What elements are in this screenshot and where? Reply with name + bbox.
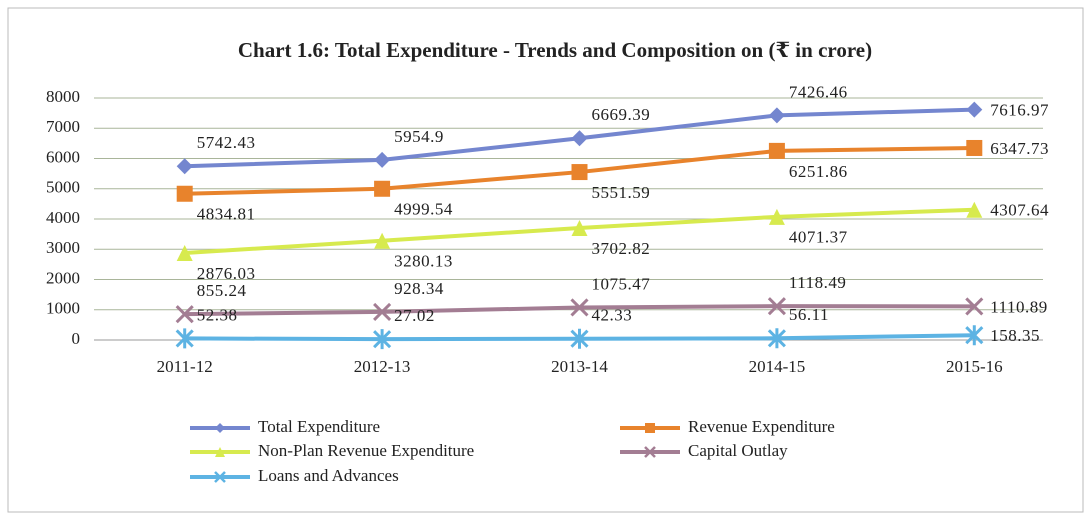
y-tick-label: 8000	[46, 87, 80, 106]
data-label: 1110.89	[990, 297, 1048, 316]
y-tick-label: 0	[72, 329, 81, 348]
marker	[175, 305, 194, 324]
marker	[374, 151, 391, 168]
y-tick-label: 4000	[46, 208, 80, 227]
legend-marker	[644, 446, 656, 458]
frame	[7, 7, 1084, 513]
data-label: 5954.9	[394, 127, 444, 146]
legend-label: Non-Plan Revenue Expenditure	[258, 441, 474, 460]
data-label: 1118.49	[789, 273, 847, 292]
data-label: 928.34	[394, 279, 444, 298]
data-label: 5551.59	[592, 183, 651, 202]
data-label: 6251.86	[789, 162, 848, 181]
y-tick-label: 3000	[46, 238, 80, 257]
legend-item: Non-Plan Revenue Expenditure	[190, 441, 474, 460]
marker	[373, 302, 392, 321]
data-label: 855.24	[197, 281, 247, 300]
data-label: 4834.81	[197, 205, 256, 224]
x-tick-label: 2012-13	[354, 357, 411, 376]
x-tick-label: 2015-16	[946, 357, 1003, 376]
legend-label: Revenue Expenditure	[688, 417, 835, 436]
x-tick-label: 2011-12	[157, 357, 213, 376]
marker	[571, 164, 588, 181]
data-label: 2876.03	[197, 264, 256, 283]
marker	[570, 328, 589, 349]
legend-label: Total Expenditure	[258, 417, 380, 436]
marker	[965, 297, 984, 316]
marker	[768, 107, 785, 124]
y-tick-label: 7000	[46, 117, 80, 136]
data-label: 3280.13	[394, 252, 453, 271]
data-label: 7616.97	[990, 100, 1049, 119]
data-label: 7426.46	[789, 82, 848, 101]
legend-item: Capital Outlay	[620, 441, 788, 460]
marker	[767, 328, 786, 349]
marker	[768, 142, 785, 159]
data-label: 4307.64	[990, 201, 1049, 220]
legend-label: Capital Outlay	[688, 441, 788, 460]
data-label: 6669.39	[592, 105, 651, 124]
marker	[176, 245, 193, 262]
data-label: 6347.73	[990, 139, 1049, 158]
y-tick-label: 2000	[46, 268, 80, 287]
data-label: 56.11	[789, 305, 829, 324]
data-label: 5742.43	[197, 133, 256, 152]
y-tick-label: 6000	[46, 147, 80, 166]
data-label: 158.35	[990, 326, 1040, 345]
y-tick-label: 5000	[46, 178, 80, 197]
marker	[966, 101, 983, 118]
marker	[570, 298, 589, 317]
marker	[374, 232, 391, 249]
legend-item: Total Expenditure	[190, 417, 380, 436]
legend-marker	[645, 423, 655, 433]
marker	[373, 329, 392, 350]
legend-label: Loans and Advances	[258, 466, 399, 485]
x-tick-label: 2014-15	[749, 357, 806, 376]
legend-item: Revenue Expenditure	[620, 417, 835, 436]
data-label: 3702.82	[592, 239, 651, 258]
data-label: 42.33	[592, 306, 633, 325]
legend-marker	[214, 471, 226, 483]
data-label: 52.38	[197, 305, 238, 324]
marker	[176, 158, 193, 175]
marker	[571, 219, 588, 236]
data-label: 1075.47	[592, 274, 651, 293]
marker	[767, 297, 786, 316]
marker	[571, 130, 588, 147]
marker	[966, 201, 983, 218]
x-tick-label: 2013-14	[551, 357, 608, 376]
legend-item: Loans and Advances	[190, 466, 399, 485]
legend-marker	[215, 447, 225, 457]
legend-marker	[215, 423, 225, 433]
marker	[768, 208, 785, 225]
marker	[374, 180, 391, 197]
marker	[175, 328, 194, 349]
data-label: 27.02	[394, 306, 435, 325]
marker	[965, 325, 984, 346]
data-label: 4999.54	[394, 200, 453, 219]
data-label: 4071.37	[789, 228, 848, 247]
chart-title: Chart 1.6: Total Expenditure - Trends an…	[238, 38, 872, 62]
y-tick-label: 1000	[46, 299, 80, 318]
marker	[966, 139, 983, 156]
marker	[176, 185, 193, 202]
